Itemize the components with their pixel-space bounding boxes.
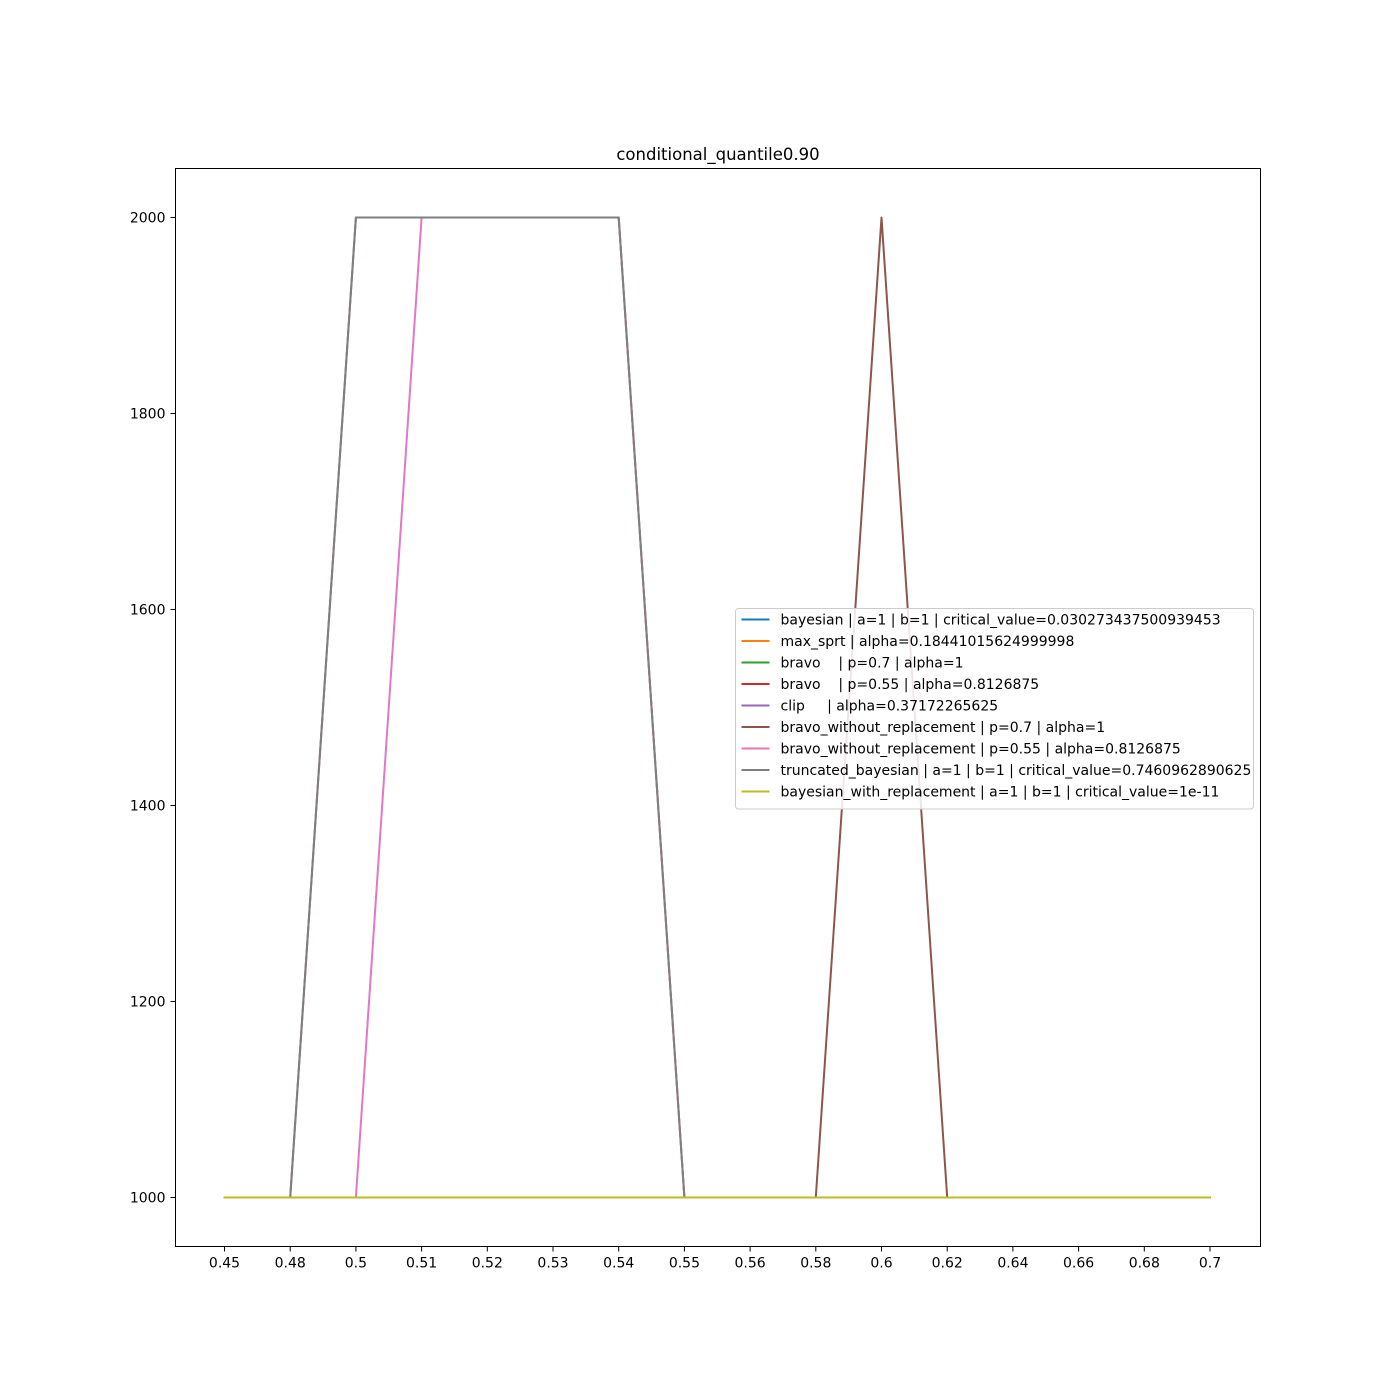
x-tick-label: 0.48 — [275, 1256, 306, 1272]
legend-entry: bravo_without_replacement | p=0.7 | alph… — [781, 720, 1106, 736]
y-tick-label: 1600 — [130, 603, 166, 619]
legend-entry: bravo_without_replacement | p=0.55 | alp… — [781, 742, 1181, 758]
legend-entry: clip | alpha=0.37172265625 — [781, 699, 999, 715]
x-tick-label: 0.66 — [1063, 1256, 1094, 1272]
x-tick-label: 0.54 — [603, 1256, 634, 1272]
chart-title: conditional_quantile0.90 — [616, 145, 819, 165]
legend-entry: bravo | p=0.7 | alpha=1 — [781, 656, 964, 672]
x-tick-label: 0.58 — [800, 1256, 831, 1272]
y-tick-label: 1200 — [130, 995, 166, 1011]
y-axis: 1000 1200 1400 1600 1800 2000 — [130, 211, 176, 1207]
legend-entry: bravo | p=0.55 | alpha=0.8126875 — [781, 677, 1040, 693]
series-lines — [223, 216, 1211, 1199]
y-tick-label: 1400 — [130, 799, 166, 815]
legend: bayesian | a=1 | b=1 | critical_value=0.… — [735, 608, 1254, 810]
x-tick-label: 0.56 — [735, 1256, 766, 1272]
x-tick-label: 0.55 — [669, 1256, 700, 1272]
legend-entry: truncated_bayesian | a=1 | b=1 | critica… — [781, 763, 1252, 779]
x-tick-label: 0.5 — [345, 1256, 367, 1272]
x-tick-label: 0.68 — [1129, 1256, 1160, 1272]
plot-frame — [175, 168, 1261, 1247]
x-tick-label: 0.53 — [537, 1256, 568, 1272]
x-tick-label: 0.6 — [870, 1256, 892, 1272]
x-tick-label: 0.62 — [932, 1256, 963, 1272]
legend-entry: bayesian | a=1 | b=1 | critical_value=0.… — [781, 613, 1221, 629]
x-axis: 0.45 0.48 0.5 0.51 0.52 0.53 0.54 0.55 0.56 0.58 0… — [209, 1246, 1221, 1272]
legend-entry: bayesian_with_replacement | a=1 | b=1 | … — [781, 785, 1220, 801]
legend-entry: max_sprt | alpha=0.18441015624999998 — [781, 634, 1075, 650]
x-tick-label: 0.51 — [406, 1256, 437, 1272]
legend-box — [735, 608, 1254, 810]
y-tick-label: 1000 — [130, 1191, 166, 1207]
y-tick-label: 1800 — [130, 407, 166, 423]
y-tick-label: 2000 — [130, 211, 166, 227]
x-tick-label: 0.64 — [997, 1256, 1028, 1272]
x-tick-label: 0.52 — [472, 1256, 503, 1272]
x-tick-label: 0.45 — [209, 1256, 240, 1272]
x-tick-label: 0.7 — [1199, 1256, 1221, 1272]
